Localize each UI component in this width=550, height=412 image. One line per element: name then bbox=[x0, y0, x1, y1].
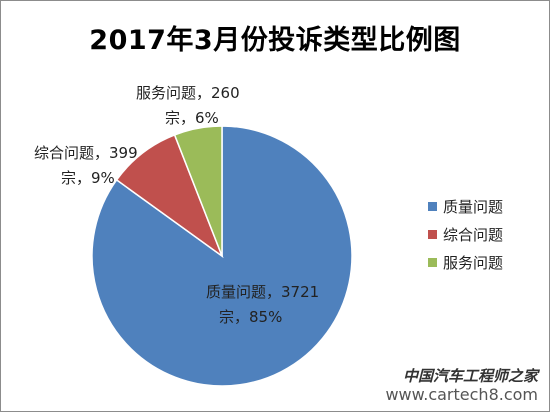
label-quality-line2: 宗，85% bbox=[219, 308, 282, 326]
watermark: 中国汽车工程师之家 www.cartech8.com bbox=[385, 368, 538, 404]
watermark-url: www.cartech8.com bbox=[385, 384, 538, 404]
legend-item-general: 综合问题 bbox=[428, 220, 503, 248]
label-quality-line1: 质量问题，3721 bbox=[206, 283, 319, 301]
label-service-line2: 宗，6% bbox=[165, 109, 219, 127]
legend-item-quality: 质量问题 bbox=[428, 192, 503, 220]
label-service-line1: 服务问题，260 bbox=[136, 84, 240, 102]
watermark-brand: 中国汽车工程师之家 bbox=[402, 367, 538, 386]
chart-title: 2017年3月份投诉类型比例图 bbox=[89, 25, 461, 56]
chart-legend: 质量问题 综合问题 服务问题 bbox=[428, 192, 503, 276]
legend-swatch-service bbox=[428, 257, 437, 267]
legend-item-service: 服务问题 bbox=[428, 248, 503, 276]
legend-label-service: 服务问题 bbox=[443, 253, 504, 272]
legend-label-general: 综合问题 bbox=[443, 225, 504, 244]
legend-swatch-general bbox=[428, 229, 437, 239]
pie-slice-service bbox=[173, 125, 223, 257]
legend-swatch-quality bbox=[428, 201, 437, 211]
label-general-line1: 综合问题，399 bbox=[34, 144, 138, 162]
legend-label-quality: 质量问题 bbox=[443, 197, 504, 216]
label-general-line2: 宗，9% bbox=[61, 169, 115, 187]
